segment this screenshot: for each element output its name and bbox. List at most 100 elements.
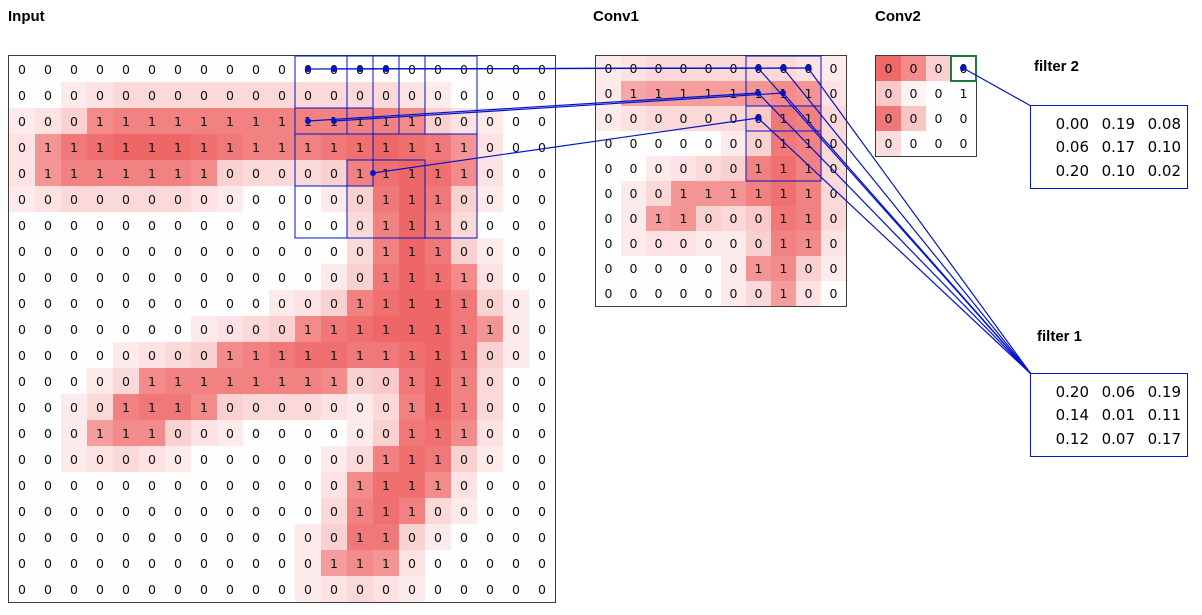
grid-cell: 1 [87, 160, 113, 186]
grid-cell: 1 [373, 498, 399, 524]
grid-cell: 1 [399, 212, 425, 238]
grid-cell: 0 [122, 321, 130, 337]
grid-cell: 0 [399, 524, 425, 550]
grid-cell: 0 [512, 87, 520, 103]
grid-cell: 0 [373, 420, 399, 446]
grid-cell: 0 [721, 156, 746, 181]
grid-cell: 0 [629, 136, 638, 151]
grid-cell: 0 [746, 206, 771, 231]
grid-cell: 1 [451, 290, 477, 316]
grid-cell: 1 [243, 342, 269, 368]
grid-cell: 0 [200, 503, 208, 519]
grid-cell: 0 [330, 243, 338, 259]
grid-cell: 0 [451, 108, 477, 134]
grid-cell: 0 [477, 264, 503, 290]
grid-cell: 0 [44, 269, 52, 285]
grid-cell: 0 [425, 82, 451, 108]
grid-cell: 0 [18, 243, 26, 259]
grid-cell: 0 [477, 186, 503, 212]
grid-cell: 0 [486, 529, 494, 545]
filter-value: 0.20 [1055, 382, 1089, 401]
grid-cell: 0 [604, 186, 613, 201]
grid-cell: 0 [746, 131, 771, 156]
grid-cell: 0 [460, 87, 468, 103]
grid-cell: 0 [226, 503, 234, 519]
grid-cell: 0 [226, 243, 234, 259]
grid-cell: 1 [671, 81, 696, 106]
grid-cell: 0 [304, 191, 312, 207]
grid-cell: 1 [113, 420, 139, 446]
grid-cell: 0 [477, 160, 503, 186]
grid-cell: 1 [191, 160, 217, 186]
grid-cell: 0 [304, 217, 312, 233]
grid-cell: 0 [226, 555, 234, 571]
grid-cell: 0 [876, 131, 901, 156]
grid-cell: 1 [191, 394, 217, 420]
grid-cell: 1 [373, 290, 399, 316]
grid-cell: 0 [295, 160, 321, 186]
grid-cell: 1 [269, 108, 295, 134]
grid-cell: 1 [399, 108, 425, 134]
grid-cell: 0 [44, 321, 52, 337]
grid-cell: 0 [629, 261, 638, 276]
grid-cell: 0 [113, 342, 139, 368]
grid-cell: 1 [399, 368, 425, 394]
filter-value: 0.06 [1101, 382, 1135, 401]
grid-cell: 0 [347, 82, 373, 108]
grid-cell: 1 [61, 160, 87, 186]
grid-cell: 1 [243, 108, 269, 134]
grid-cell: 0 [191, 316, 217, 342]
grid-cell: 0 [61, 420, 87, 446]
grid-cell: 1 [87, 134, 113, 160]
grid-cell: 0 [252, 243, 260, 259]
grid-cell: 0 [148, 555, 156, 571]
grid-cell: 0 [278, 61, 286, 77]
grid-cell: 0 [113, 186, 139, 212]
grid-cell: 0 [278, 243, 286, 259]
grid-cell: 0 [538, 269, 546, 285]
grid-cell: 1 [139, 368, 165, 394]
grid-cell: 1 [399, 394, 425, 420]
grid-cell: 0 [671, 56, 696, 81]
grid-cell: 0 [165, 82, 191, 108]
filter1-label: filter 1 [1037, 328, 1083, 345]
grid-cell: 0 [425, 524, 451, 550]
grid-cell: 1 [796, 206, 821, 231]
grid-cell: 1 [347, 498, 373, 524]
grid-cell: 0 [451, 238, 477, 264]
grid-cell: 0 [96, 61, 104, 77]
grid-cell: 0 [679, 286, 688, 301]
grid-cell: 0 [278, 503, 286, 519]
grid-cell: 0 [122, 503, 130, 519]
grid-cell: 0 [876, 81, 901, 106]
grid-cell: 0 [252, 191, 260, 207]
grid-cell: 0 [174, 295, 182, 311]
grid-cell: 1 [113, 160, 139, 186]
grid-cell: 1 [295, 368, 321, 394]
grid-cell: 0 [226, 61, 234, 77]
grid-cell: 0 [477, 446, 503, 472]
filter2-matrix: 0.00 0.19 0.08 0.06 0.17 0.10 0.20 0.10 0.02 [1030, 105, 1188, 189]
grid-cell: 0 [503, 290, 529, 316]
grid-cell: 1 [373, 160, 399, 186]
grid-cell: 1 [269, 368, 295, 394]
grid-cell: 1 [425, 446, 451, 472]
grid-cell: 0 [959, 61, 968, 76]
grid-cell: 0 [96, 243, 104, 259]
grid-cell: 0 [44, 399, 52, 415]
grid-cell: 0 [217, 420, 243, 446]
grid-cell: 1 [113, 108, 139, 134]
grid-cell: 0 [243, 82, 269, 108]
grid-cell: 0 [460, 529, 468, 545]
grid-cell: 0 [200, 243, 208, 259]
grid-cell: 0 [148, 217, 156, 233]
grid-cell: 1 [295, 342, 321, 368]
grid-cell: 0 [200, 451, 208, 467]
grid-cell: 1 [295, 316, 321, 342]
grid-cell: 0 [18, 555, 26, 571]
grid-cell: 0 [538, 113, 546, 129]
grid-cell: 0 [148, 61, 156, 77]
grid-cell: 1 [621, 81, 646, 106]
grid-cell: 0 [901, 106, 926, 131]
